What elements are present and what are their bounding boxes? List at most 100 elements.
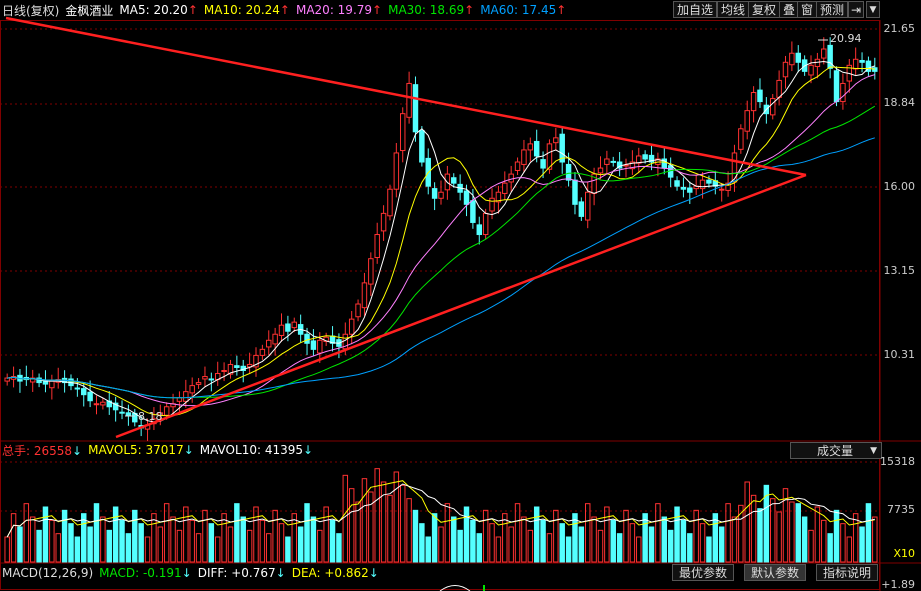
volume-bar xyxy=(444,503,451,563)
volume-bar xyxy=(387,494,393,563)
volume-bar xyxy=(125,533,132,563)
up-arrow-icon: ↑ xyxy=(556,3,567,17)
volume-bar xyxy=(546,533,553,563)
candle-body xyxy=(393,152,400,190)
candle-body xyxy=(674,180,680,187)
volume-bar xyxy=(419,523,425,563)
candle-body xyxy=(221,370,227,373)
volume-bar xyxy=(616,533,623,563)
volume-bar xyxy=(591,516,597,563)
volume-bar xyxy=(112,506,119,563)
up-arrow-icon: ↑ xyxy=(279,3,290,17)
volume-bar xyxy=(827,533,833,563)
volume-bar xyxy=(170,516,176,563)
volume-bar xyxy=(68,523,74,563)
candle-body xyxy=(514,161,521,171)
volume-bar xyxy=(559,523,565,563)
candle-body xyxy=(578,201,585,217)
chevron-down-icon: ▼ xyxy=(870,446,877,456)
volume-bar xyxy=(221,513,227,563)
volume-ma-lines xyxy=(6,480,875,538)
volume-bar xyxy=(399,484,406,563)
low-price-label: 8.18 xyxy=(138,410,163,423)
volume-bar xyxy=(572,513,578,563)
volume-bar xyxy=(412,509,419,563)
volume-bar xyxy=(687,533,693,563)
volume-bar xyxy=(189,519,195,563)
candle-body xyxy=(74,387,81,390)
volume-bar xyxy=(852,513,859,563)
candle-body xyxy=(859,59,865,63)
candle-body xyxy=(725,182,731,191)
collapse-icon[interactable]: ⇥ xyxy=(848,1,864,18)
volume-bar xyxy=(776,511,782,563)
indicator-select[interactable]: 成交量 ▼ xyxy=(790,442,882,459)
volume-bar xyxy=(361,478,368,563)
candle-body xyxy=(750,92,757,112)
restore-right-button[interactable]: 复权 xyxy=(748,1,781,18)
chart-header: 日线(复权) 金枫酒业 MA5: 20.20↑ MA10: 20.24↑ MA2… xyxy=(0,0,921,20)
candle-body xyxy=(795,52,801,63)
candle-body xyxy=(93,403,100,406)
volume-bar xyxy=(718,526,725,563)
ma-line-button[interactable]: 均线 xyxy=(717,1,750,18)
best-params-button[interactable]: 最优参数 xyxy=(672,564,735,581)
candle-body xyxy=(189,385,195,394)
candle-body xyxy=(648,154,655,163)
volume-bar xyxy=(514,503,521,563)
volume-bar xyxy=(872,516,878,563)
candle-body xyxy=(782,61,789,78)
volume-bar xyxy=(23,503,30,563)
candle-body xyxy=(559,133,565,163)
candle-body xyxy=(757,89,763,103)
candle-body xyxy=(355,303,361,318)
add-watchlist-button[interactable]: 加自选 xyxy=(673,1,718,18)
ma30-label: MA30: 18.69↑ xyxy=(388,3,475,17)
volume-bar xyxy=(17,526,23,563)
volume-bar xyxy=(750,494,757,563)
candle-body xyxy=(546,143,553,170)
candle-body xyxy=(502,182,508,194)
volume-bar xyxy=(584,503,591,563)
volume-bar xyxy=(789,501,795,563)
candle-body xyxy=(489,197,495,212)
upper-trendline xyxy=(5,16,807,177)
ma10-label: MA10: 20.24↑ xyxy=(203,3,290,17)
volume-bar xyxy=(482,509,489,563)
window-button[interactable]: 窗 xyxy=(797,1,818,18)
candle-body xyxy=(278,324,285,336)
candle-body xyxy=(584,191,591,221)
period-label[interactable]: 日线(复权) xyxy=(2,3,60,18)
volume-bar xyxy=(712,513,719,563)
volume-bar xyxy=(821,519,827,563)
volume-unit: X10 xyxy=(893,547,915,560)
volume-bar xyxy=(489,523,495,563)
indicator-help-button[interactable]: 指标说明 xyxy=(816,564,879,581)
chevron-down-icon[interactable]: ▼ xyxy=(866,1,880,18)
volume-bar xyxy=(55,533,61,563)
volume-bar xyxy=(438,526,444,563)
volume-bar xyxy=(699,523,706,563)
candle-body xyxy=(840,82,846,103)
candle-body xyxy=(482,212,489,236)
volume-bar xyxy=(163,503,170,563)
volume-bar xyxy=(667,529,674,563)
volume-bar xyxy=(202,509,208,563)
volume-bar xyxy=(738,504,744,563)
overlay-button[interactable]: 叠 xyxy=(779,1,800,18)
candle-body xyxy=(527,143,534,151)
candle-body xyxy=(368,258,374,285)
forecast-button[interactable]: 预测 xyxy=(816,1,849,18)
volume-bar xyxy=(285,536,291,563)
candle-body xyxy=(616,161,623,169)
volume-bar xyxy=(801,516,808,563)
volume-bar xyxy=(266,533,272,563)
candle-body xyxy=(565,163,572,181)
ma30-line xyxy=(7,105,876,399)
volume-bar xyxy=(355,501,361,563)
volume-tick: 15318 xyxy=(880,455,915,468)
default-params-button[interactable]: 默认参数 xyxy=(744,564,807,581)
volume-bar xyxy=(310,516,317,563)
